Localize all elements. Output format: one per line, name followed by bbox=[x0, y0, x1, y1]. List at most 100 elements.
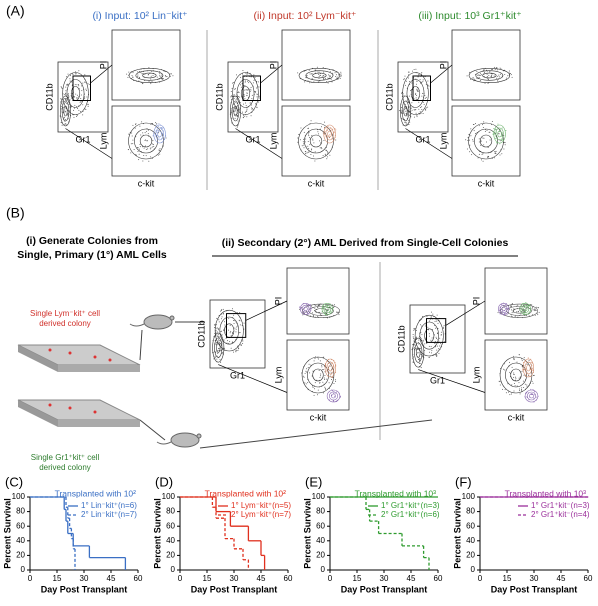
flow-dot bbox=[415, 329, 417, 331]
flow-dot bbox=[324, 312, 326, 314]
flow-dot bbox=[86, 89, 88, 91]
flow-dot bbox=[320, 373, 322, 375]
contour bbox=[233, 105, 238, 117]
flow-dot bbox=[251, 107, 253, 109]
flow-dot bbox=[327, 82, 329, 84]
flow-dot bbox=[159, 75, 161, 77]
flow-dot bbox=[427, 84, 429, 86]
contour bbox=[326, 389, 341, 403]
flow-dot bbox=[315, 69, 317, 71]
flow-dot bbox=[63, 94, 65, 96]
contour bbox=[309, 134, 323, 148]
flow-dot bbox=[410, 107, 412, 109]
flow-dot bbox=[307, 312, 309, 314]
flow-dot bbox=[220, 331, 222, 333]
flow-dot bbox=[232, 106, 234, 108]
flow-dot bbox=[240, 86, 242, 88]
flow-dot bbox=[323, 369, 325, 371]
flow-dot bbox=[513, 382, 515, 384]
contour bbox=[155, 127, 164, 141]
flow-dot bbox=[233, 351, 235, 353]
axis-label: PI bbox=[98, 61, 108, 70]
flow-dot bbox=[312, 370, 314, 372]
flow-dot bbox=[465, 139, 467, 141]
flow-dot bbox=[411, 109, 413, 111]
flow-dot bbox=[318, 311, 320, 313]
flow-dot bbox=[307, 127, 309, 129]
flow-dot bbox=[483, 137, 485, 139]
flow-dot bbox=[418, 74, 420, 76]
flow-dot bbox=[320, 142, 322, 144]
contour bbox=[416, 347, 421, 358]
flow-dot bbox=[310, 305, 312, 307]
flow-dot bbox=[252, 82, 254, 84]
flow-dot bbox=[152, 144, 154, 146]
flow-dot bbox=[241, 73, 243, 75]
flow-dot bbox=[508, 70, 510, 72]
flow-dot bbox=[485, 129, 487, 131]
flow-dot bbox=[472, 140, 474, 142]
flow-dot bbox=[501, 303, 503, 305]
flow-dot bbox=[415, 83, 417, 85]
flow-dot bbox=[152, 143, 154, 145]
x-axis-label: Day Post Transplant bbox=[341, 584, 428, 594]
flow-dot bbox=[216, 334, 218, 336]
flow-dot bbox=[141, 121, 143, 123]
flow-dot bbox=[470, 78, 472, 80]
panel-title: (i) Input: 10² Lin⁻kit⁺ bbox=[92, 10, 188, 22]
flow-dot bbox=[413, 328, 415, 330]
x-tick-label: 60 bbox=[284, 574, 293, 583]
flow-dot bbox=[494, 132, 496, 134]
flow-dot bbox=[468, 133, 470, 135]
flow-dot bbox=[422, 92, 424, 94]
flow-dot bbox=[513, 358, 515, 360]
flow-dot bbox=[244, 115, 246, 117]
flow-dot bbox=[218, 328, 220, 330]
x-tick-label: 0 bbox=[478, 574, 483, 583]
panel-title: (iii) Input: 10³ Gr1⁺kit⁺ bbox=[418, 10, 522, 22]
flow-dot bbox=[317, 315, 319, 317]
flow-dot bbox=[422, 354, 424, 356]
contour bbox=[328, 391, 339, 401]
flow-dot bbox=[144, 139, 146, 141]
flow-dot bbox=[218, 334, 220, 336]
flow-dot bbox=[78, 85, 80, 87]
flow-dot bbox=[303, 310, 305, 312]
y-tick-label: 0 bbox=[321, 565, 326, 574]
flow-dot bbox=[334, 395, 336, 397]
flow-dot bbox=[499, 381, 501, 383]
flow-dot bbox=[151, 81, 153, 83]
flow-dot bbox=[477, 157, 479, 159]
contour bbox=[526, 364, 531, 372]
flow-dot bbox=[408, 114, 410, 116]
flow-dot bbox=[65, 99, 67, 101]
flow-dot bbox=[251, 97, 253, 99]
flow-dot bbox=[414, 328, 416, 330]
flow-dot bbox=[422, 113, 424, 115]
flow-dot bbox=[68, 95, 70, 97]
flow-dot bbox=[239, 344, 241, 346]
flow-dot bbox=[482, 153, 484, 155]
flow-dot bbox=[255, 103, 257, 105]
flow-dot bbox=[132, 124, 134, 126]
flow-dot bbox=[216, 335, 218, 337]
flow-dot bbox=[442, 327, 444, 329]
flow-dot bbox=[466, 148, 468, 150]
flow-dot bbox=[78, 83, 80, 85]
flow-dot bbox=[314, 382, 316, 384]
flow-dot bbox=[509, 361, 511, 363]
flow-dot bbox=[424, 325, 426, 327]
flow-dot bbox=[503, 368, 505, 370]
flow-dot bbox=[244, 84, 246, 86]
flow-dot bbox=[499, 310, 501, 312]
flow-plot-frame bbox=[286, 339, 350, 411]
flow-dot bbox=[153, 146, 155, 148]
flow-dot bbox=[322, 155, 324, 157]
flow-dot bbox=[156, 123, 158, 125]
flow-dot bbox=[335, 77, 337, 79]
flow-dot bbox=[139, 143, 141, 145]
flow-dot bbox=[411, 349, 413, 351]
flow-dot bbox=[145, 155, 147, 157]
flow-dot bbox=[238, 348, 240, 350]
flow-dot bbox=[303, 138, 305, 140]
